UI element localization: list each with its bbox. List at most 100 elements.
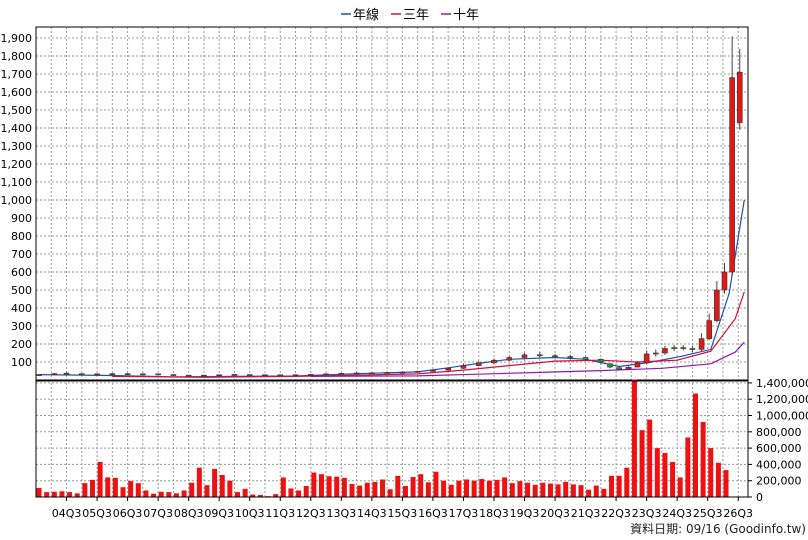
volume-tick-label: 800,000 <box>756 426 802 439</box>
volume-bar <box>624 467 630 497</box>
x-tick-label: 12Q3 <box>296 507 326 520</box>
price-tick-label: 500 <box>11 284 32 297</box>
volume-bar <box>334 476 340 497</box>
candle-body <box>445 367 451 371</box>
volume-tick-label: 400,000 <box>756 458 802 471</box>
candle <box>262 374 268 377</box>
candle <box>616 366 622 371</box>
candle <box>521 353 528 359</box>
candle-body <box>643 353 650 364</box>
volume-bar <box>601 488 607 497</box>
x-axis: 04Q3 05Q3 06Q3 07Q3 08Q3 09Q3 10Q3 11Q3 12Q3 13Q3… <box>52 497 753 520</box>
price-tick-label: 1,700 <box>1 68 33 81</box>
volume-bar <box>494 479 500 497</box>
candle-body <box>706 320 713 339</box>
candle <box>698 333 705 352</box>
candle <box>94 373 100 376</box>
volume-bar <box>563 481 569 497</box>
candle-body <box>323 373 329 376</box>
candle <box>51 372 58 376</box>
candle <box>680 344 687 351</box>
candle-body <box>414 371 421 373</box>
price-tick-label: 1,900 <box>1 32 33 45</box>
volume-bar <box>540 482 546 497</box>
volume-bar <box>143 490 149 497</box>
candle <box>414 370 421 373</box>
volume-bar <box>685 437 691 497</box>
volume-bar <box>288 488 294 497</box>
legend-item-3: 十年 <box>441 8 479 23</box>
candle <box>671 344 677 352</box>
candle <box>552 353 558 359</box>
volume-bar <box>715 462 721 497</box>
x-tick-label: 15Q3 <box>388 507 418 520</box>
volume-bar <box>303 485 309 497</box>
candle <box>353 372 360 375</box>
candle <box>491 358 497 364</box>
volume-bar <box>257 494 263 497</box>
volume-bar <box>670 461 676 497</box>
candle-body <box>262 374 268 377</box>
ma-line <box>310 341 745 377</box>
volume-bar <box>36 488 42 497</box>
candle <box>124 373 131 376</box>
volume-bar <box>593 485 599 497</box>
volume-bar <box>647 419 653 497</box>
x-tick-label: 24Q3 <box>662 507 692 520</box>
candle <box>729 36 735 276</box>
candle-body <box>384 372 390 374</box>
candle <box>662 345 668 355</box>
x-tick-label: 10Q3 <box>235 507 265 520</box>
candle-body <box>353 372 360 375</box>
candle <box>652 349 659 357</box>
x-tick-label: 07Q3 <box>143 507 173 520</box>
volume-bar <box>341 477 347 497</box>
candle-body <box>63 372 70 375</box>
price-tick-label: 1,300 <box>1 140 33 153</box>
ma-line <box>112 291 745 378</box>
volume-tick-label: 200,000 <box>756 475 802 488</box>
x-tick-label: 23Q3 <box>632 507 662 520</box>
volume-bar <box>51 491 57 497</box>
candle <box>598 358 604 364</box>
volume-bar <box>357 485 363 497</box>
x-tick-label: 04Q3 <box>52 507 82 520</box>
volume-bar <box>135 483 141 497</box>
volume-bar <box>502 477 508 497</box>
candle-body <box>491 359 497 364</box>
price-tick-label: 1,600 <box>1 86 33 99</box>
candle <box>706 313 713 341</box>
candle-body <box>292 374 299 377</box>
volume-bar <box>616 475 622 497</box>
candle <box>536 352 543 358</box>
volume-bar <box>380 479 386 497</box>
candle <box>216 374 222 377</box>
candle <box>231 374 238 376</box>
candle-body <box>36 374 42 376</box>
volume-bar <box>402 485 408 497</box>
volume-bar <box>525 482 531 497</box>
price-tick-label: 100 <box>11 356 32 369</box>
candle-body <box>607 363 613 368</box>
volume-bar <box>349 483 355 497</box>
candle-body <box>216 374 222 377</box>
x-tick-label: 08Q3 <box>174 507 204 520</box>
volume-bar <box>59 491 65 497</box>
volume-tick-label: 1,200,000 <box>756 393 808 406</box>
volume-bar <box>74 493 80 497</box>
x-tick-label: 21Q3 <box>571 507 601 520</box>
volume-bar <box>425 482 431 497</box>
volume-bar <box>364 482 370 497</box>
candle-body <box>721 271 728 291</box>
x-tick-label: 16Q3 <box>418 507 448 520</box>
volume-bar <box>570 484 576 497</box>
volume-bar <box>700 422 706 497</box>
candle-body <box>109 373 116 376</box>
volume-bar <box>242 488 248 497</box>
legend-label: 年線 <box>353 7 379 23</box>
x-tick-label: 14Q3 <box>357 507 387 520</box>
x-tick-label: 11Q3 <box>265 507 295 520</box>
volume-bar <box>555 484 561 497</box>
volume-bar <box>486 480 492 497</box>
candle <box>109 373 116 376</box>
